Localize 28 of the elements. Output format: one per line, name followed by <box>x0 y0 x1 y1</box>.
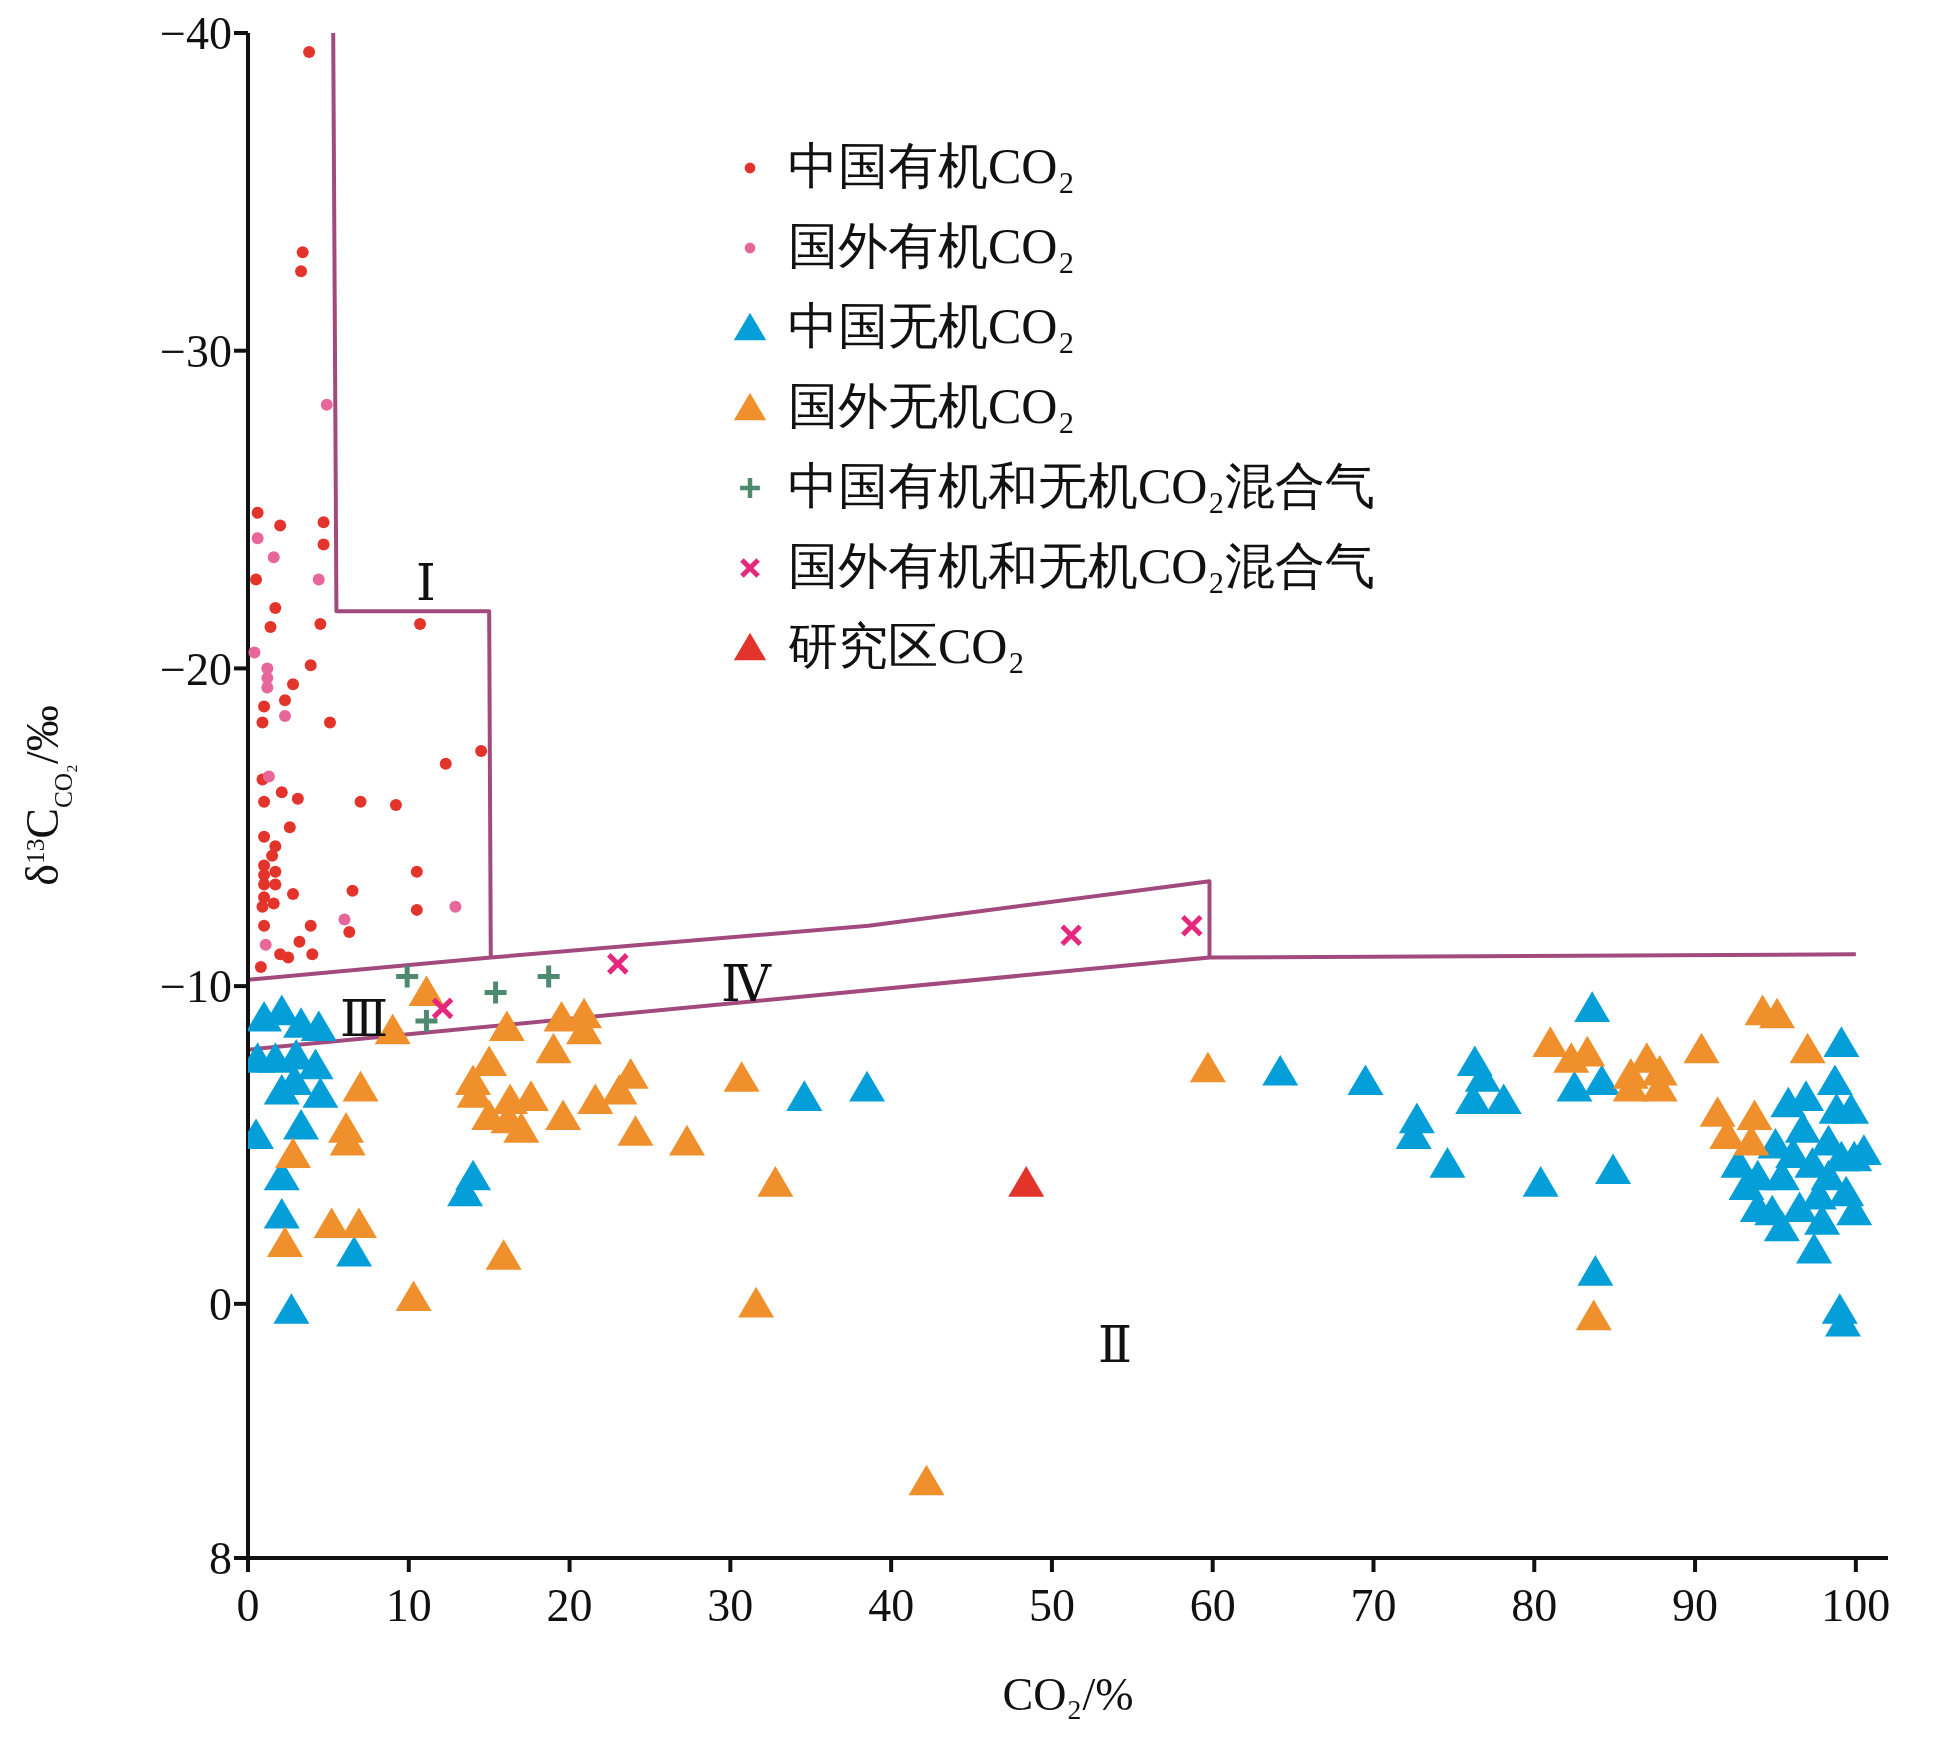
x-axis-title: CO₂/% <box>1002 1669 1134 1720</box>
x-tick-label: 30 <box>707 1579 754 1631</box>
annotation: Ⅲ <box>340 991 389 1047</box>
annotation: Ⅱ <box>1098 1317 1132 1373</box>
y-tick-label: −20 <box>160 643 232 695</box>
legend-label: 研究区CO₂ <box>788 617 1025 676</box>
x-tick-label: 80 <box>1511 1579 1558 1631</box>
x-tick-label: 10 <box>385 1579 432 1631</box>
x-tick-label: 40 <box>868 1579 915 1631</box>
x-tick-label: 100 <box>1821 1579 1891 1631</box>
legend-label: 国外无机CO₂ <box>788 377 1075 436</box>
x-tick-label: 90 <box>1672 1579 1719 1631</box>
y-tick-label: 0 <box>209 1279 232 1331</box>
x-tick-label: 50 <box>1028 1579 1075 1631</box>
legend-label: 中国有机和无机CO₂混合气 <box>788 457 1375 516</box>
annotation: Ⅳ <box>721 956 771 1012</box>
x-tick-label: 20 <box>546 1579 593 1631</box>
annotation: Ⅰ <box>416 555 436 611</box>
y-tick-label: −40 <box>160 8 232 60</box>
x-tick-label: 70 <box>1350 1579 1397 1631</box>
legend-label: 国外有机CO₂ <box>788 217 1075 276</box>
x-tick-label: 60 <box>1189 1579 1236 1631</box>
legend-label: 国外有机和无机CO₂混合气 <box>788 537 1375 596</box>
legend-label: 中国无机CO₂ <box>788 297 1075 356</box>
y-tick-label: −10 <box>160 961 232 1013</box>
y-tick-label: 8 <box>209 1533 232 1585</box>
y-tick-label: −30 <box>160 326 232 378</box>
legend-label: 中国有机CO₂ <box>788 137 1075 196</box>
